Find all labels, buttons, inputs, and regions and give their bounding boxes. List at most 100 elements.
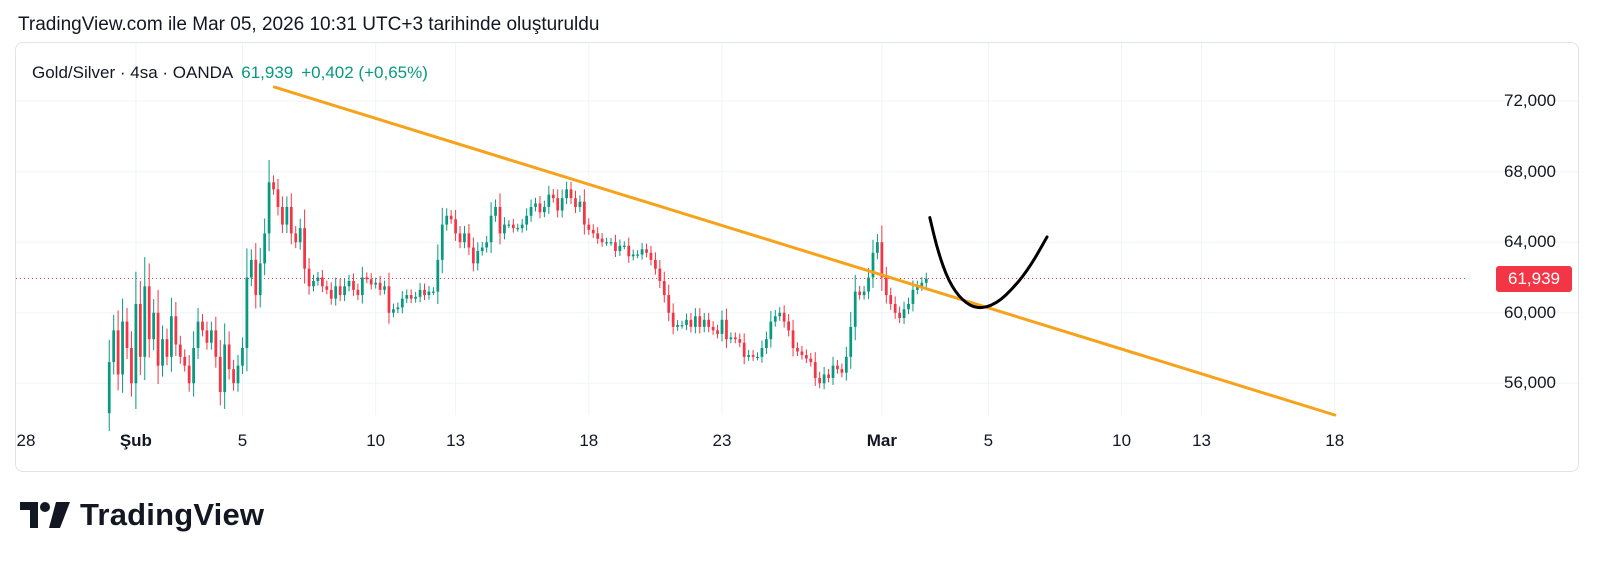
candle[interactable]: [471, 237, 475, 272]
candle[interactable]: [738, 333, 742, 348]
candle[interactable]: [214, 316, 218, 368]
candle[interactable]: [147, 263, 151, 358]
candle[interactable]: [116, 310, 120, 391]
candle[interactable]: [307, 258, 311, 295]
candle[interactable]: [809, 352, 813, 367]
candle[interactable]: [867, 268, 870, 300]
orange-trendline[interactable]: [272, 85, 1337, 417]
candle[interactable]: [569, 181, 573, 205]
candle[interactable]: [440, 207, 444, 274]
candle[interactable]: [392, 303, 395, 318]
candle[interactable]: [245, 248, 249, 372]
candle[interactable]: [249, 249, 253, 286]
candle[interactable]: [125, 307, 129, 359]
candle[interactable]: [733, 332, 737, 344]
candle[interactable]: [192, 331, 195, 397]
candle[interactable]: [622, 241, 626, 250]
candle[interactable]: [534, 197, 537, 212]
candle[interactable]: [862, 285, 866, 300]
candle[interactable]: [560, 189, 564, 218]
candle[interactable]: [742, 333, 746, 365]
candle[interactable]: [152, 299, 156, 351]
candle[interactable]: [578, 195, 582, 212]
candle[interactable]: [236, 355, 240, 392]
candle[interactable]: [165, 328, 169, 366]
candle[interactable]: [183, 349, 187, 372]
candle[interactable]: [889, 287, 893, 310]
candle[interactable]: [356, 283, 360, 301]
candle[interactable]: [831, 356, 835, 385]
candle[interactable]: [156, 289, 160, 384]
candle[interactable]: [494, 199, 497, 222]
candle[interactable]: [463, 225, 466, 249]
candle[interactable]: [538, 195, 542, 219]
candle[interactable]: [676, 320, 679, 331]
candle[interactable]: [205, 321, 209, 350]
candle[interactable]: [813, 352, 817, 386]
candle[interactable]: [898, 306, 902, 324]
candle[interactable]: [134, 271, 138, 410]
candle[interactable]: [725, 308, 728, 349]
candle[interactable]: [551, 188, 555, 203]
candle[interactable]: [769, 310, 773, 348]
candle[interactable]: [849, 311, 853, 369]
candle[interactable]: [507, 220, 511, 229]
candle[interactable]: [636, 250, 640, 259]
candle[interactable]: [711, 321, 715, 335]
candle[interactable]: [893, 296, 897, 319]
candle[interactable]: [609, 237, 613, 246]
candle[interactable]: [765, 331, 768, 354]
candle[interactable]: [107, 339, 111, 432]
candle[interactable]: [241, 337, 244, 375]
candle[interactable]: [547, 185, 551, 214]
candle[interactable]: [467, 224, 471, 255]
candle[interactable]: [503, 217, 506, 240]
candle[interactable]: [907, 297, 910, 315]
candle[interactable]: [698, 308, 702, 334]
candle[interactable]: [667, 284, 671, 322]
candle[interactable]: [822, 366, 826, 390]
candle[interactable]: [489, 202, 493, 254]
candle[interactable]: [574, 190, 577, 213]
candle[interactable]: [227, 331, 231, 380]
black-arc-annotation[interactable]: [928, 216, 1049, 310]
candle[interactable]: [702, 312, 706, 333]
candle[interactable]: [272, 175, 275, 195]
candle[interactable]: [902, 301, 906, 325]
candle[interactable]: [232, 359, 235, 391]
candle[interactable]: [476, 242, 480, 271]
candle[interactable]: [645, 243, 648, 258]
candle[interactable]: [782, 305, 786, 328]
candle[interactable]: [174, 301, 178, 356]
candle[interactable]: [427, 285, 431, 300]
candle[interactable]: [836, 359, 839, 374]
candlestick-chart[interactable]: [16, 43, 1578, 471]
candle[interactable]: [649, 245, 653, 266]
candle[interactable]: [680, 320, 684, 329]
candle[interactable]: [449, 210, 453, 224]
candle[interactable]: [334, 277, 338, 306]
candle[interactable]: [405, 289, 409, 304]
candle[interactable]: [285, 196, 289, 234]
candle[interactable]: [787, 314, 790, 337]
candle[interactable]: [654, 252, 657, 275]
candle[interactable]: [258, 247, 262, 308]
candle[interactable]: [178, 335, 182, 364]
candle[interactable]: [414, 291, 418, 303]
candle[interactable]: [161, 325, 164, 377]
candle[interactable]: [658, 259, 662, 288]
candle[interactable]: [409, 289, 413, 304]
candle[interactable]: [138, 281, 142, 376]
candle[interactable]: [316, 271, 320, 286]
candle[interactable]: [853, 274, 857, 341]
candle[interactable]: [587, 218, 591, 235]
candle[interactable]: [605, 237, 608, 246]
candle[interactable]: [369, 272, 373, 290]
candle[interactable]: [445, 208, 449, 231]
candle[interactable]: [924, 272, 928, 288]
candle[interactable]: [303, 209, 306, 284]
candle[interactable]: [436, 244, 440, 304]
candle[interactable]: [187, 355, 191, 392]
candle[interactable]: [511, 218, 515, 233]
candle[interactable]: [396, 302, 400, 314]
